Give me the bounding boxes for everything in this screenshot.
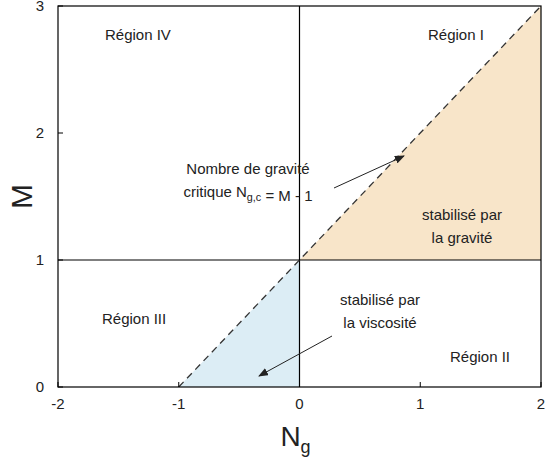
x-tick — [299, 382, 300, 387]
annotation: Nombre de gravité critique Ng,c = M - 1 — [183, 156, 404, 204]
annotation-line: Région II — [450, 348, 510, 365]
x-axis-label: Ng — [280, 421, 310, 457]
x-axis-label-main: N — [280, 421, 300, 452]
annotation-line: Région IV — [105, 26, 171, 43]
x-axis-label-sub: g — [301, 437, 311, 457]
y-tick-label: 0 — [36, 378, 44, 395]
x-tick — [58, 382, 59, 387]
annotation-text: Région IV — [105, 26, 171, 43]
annotation-line: la viscosité — [343, 314, 416, 331]
annotation-text: critique N — [183, 183, 246, 200]
annotation-arrow — [334, 156, 404, 188]
plot-frame — [58, 6, 541, 387]
annotation-line: stabilisé par — [422, 206, 502, 223]
annotation: Région II — [450, 348, 510, 365]
annotation-text: Nombre de gravité — [186, 160, 309, 177]
annotation: stabilisé par la gravité — [422, 206, 502, 246]
annotation: Région IV — [105, 26, 171, 43]
y-tick — [58, 387, 63, 388]
annotation-line: critique Ng,c = M - 1 — [183, 183, 312, 204]
x-tick — [178, 382, 179, 387]
y-tick-label: 1 — [36, 251, 44, 268]
annotation-line: Région I — [428, 26, 484, 43]
annotation-line: la gravité — [432, 229, 493, 246]
plot-area — [58, 6, 541, 387]
y-tick — [58, 6, 63, 7]
x-tick-label: -1 — [172, 395, 185, 412]
chart: -2 -1 0 1 2 0 1 2 3 Ng M Région IV Région I Région II… — [0, 0, 551, 459]
y-tick — [58, 260, 63, 261]
annotation-text: stabilisé par — [340, 291, 420, 308]
annotation-text: la gravité — [432, 229, 493, 246]
annotation-text: Région II — [450, 348, 510, 365]
x-tick — [420, 382, 421, 387]
annotation-text: stabilisé par — [422, 206, 502, 223]
annotation: Région III — [102, 310, 166, 327]
annotation-line: stabilisé par — [340, 291, 420, 308]
x-tick-label: -2 — [51, 395, 64, 412]
x-tick-label: 0 — [295, 395, 303, 412]
y-tick-label: 2 — [36, 124, 44, 141]
critical-line — [179, 6, 541, 387]
annotation-text: Région I — [428, 26, 484, 43]
annotation-line: Région III — [102, 310, 166, 327]
x-tick-label: 1 — [416, 395, 424, 412]
annotation: stabilisé par la viscosité — [259, 291, 420, 376]
annotation-arrow — [259, 336, 332, 376]
annotation-subscript: g,c — [247, 191, 262, 203]
y-tick-label: 3 — [36, 0, 44, 14]
x-tick — [541, 382, 542, 387]
annotation-text: = M - 1 — [261, 187, 312, 204]
x-tick-label: 2 — [537, 395, 545, 412]
annotation-text: Région III — [102, 310, 166, 327]
y-tick — [58, 133, 63, 134]
annotation-text: la viscosité — [343, 314, 416, 331]
y-axis-label: M — [5, 184, 38, 209]
annotation-line: Nombre de gravité — [186, 160, 309, 177]
annotation: Région I — [428, 26, 484, 43]
